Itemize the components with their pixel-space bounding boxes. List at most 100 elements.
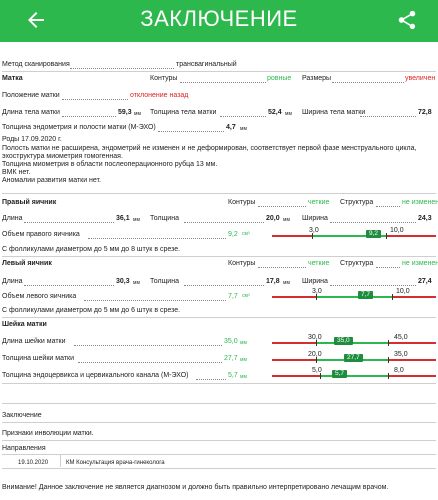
unit: мм <box>283 280 290 286</box>
divider <box>2 317 436 318</box>
scale-max-label: 45,0 <box>394 334 408 341</box>
referral-date: 19.10.2020 <box>18 460 49 466</box>
uterus-position-label: Положение матки <box>2 92 60 99</box>
unit: мм <box>285 111 292 117</box>
dotted-leader <box>184 215 264 223</box>
dotted-leader <box>78 355 222 363</box>
right-ovary-contours-label: Контуры <box>228 199 256 206</box>
uterus-note: Толщина миометрия в области послеопераци… <box>2 161 218 168</box>
left-ovary-heading: Левый яичник <box>2 260 52 267</box>
referrals-heading: Направления <box>2 445 46 452</box>
cervix-endo-scale: 5,0 8,0 5,7 <box>272 367 436 379</box>
left-ovary-volume-scale: 3,0 10,0 7,7 <box>272 288 436 300</box>
right-ovary-heading: Правый яичник <box>2 199 57 206</box>
uterus-note: Аномалии развития матки нет. <box>2 177 101 184</box>
left-ovary-structure-value: не изменен <box>402 260 438 267</box>
arrow-back-icon[interactable] <box>24 8 48 32</box>
conclusion-heading: Заключение <box>2 412 42 419</box>
dotted-leader <box>84 293 226 301</box>
unit: мм <box>240 340 247 346</box>
scale-max-tick <box>388 357 389 363</box>
unit: мм <box>240 357 247 363</box>
scale-min-label: 20,0 <box>308 351 322 358</box>
scale-low-zone <box>272 342 316 344</box>
scale-max-tick <box>388 340 389 346</box>
dotted-leader <box>258 260 306 268</box>
right-ovary-thickness-value: 20,0 <box>266 215 280 222</box>
right-ovary-length-value: 36,1 <box>116 215 130 222</box>
cervix-endo-value: 5,7 <box>228 372 238 379</box>
method-value: трансвагинальный <box>176 61 237 68</box>
scale-norm-zone <box>316 296 392 298</box>
scale-min-tick <box>316 294 317 300</box>
conclusion-text: Признаки инволюции матки. <box>2 430 94 437</box>
right-ovary-length-label: Длина <box>2 215 23 222</box>
left-ovary-contours-value: четкие <box>308 260 330 267</box>
left-ovary-width-label: Ширина <box>302 278 328 285</box>
scale-high-zone <box>392 296 436 298</box>
divider <box>2 193 436 194</box>
unit: мм <box>283 217 290 223</box>
scale-min-label: 3,0 <box>309 227 319 234</box>
scale-max-tick <box>386 233 387 239</box>
uterus-position-value: отклонение назад <box>130 92 189 99</box>
scale-max-label: 10,0 <box>390 227 404 234</box>
scale-max-label: 8,0 <box>394 367 404 374</box>
warning-text: Внимание! Данное заключение не является … <box>2 484 389 491</box>
dotted-leader <box>330 215 416 223</box>
divider <box>2 383 436 384</box>
left-ovary-contours-label: Контуры <box>228 260 256 267</box>
dotted-leader <box>70 61 174 69</box>
left-ovary-volume-label: Объем левого яичника <box>2 293 77 300</box>
cervix-length-value: 35,0 <box>224 338 238 345</box>
left-ovary-width-value: 27,4 <box>418 278 432 285</box>
scale-high-zone <box>388 359 436 361</box>
uterus-note: ВМК нет. <box>2 169 31 176</box>
scale-min-label: 3,0 <box>312 288 322 295</box>
uterus-contours-label: Контуры <box>150 75 178 82</box>
right-ovary-width-value: 24,3 <box>418 215 432 222</box>
scale-min-tick <box>316 357 317 363</box>
unit: мм <box>240 374 247 380</box>
uterus-endo-label: Толщина эндометрия и полости матки (М-ЭХ… <box>2 124 156 131</box>
scale-max-label: 35,0 <box>394 351 408 358</box>
share-icon[interactable] <box>396 8 418 32</box>
uterus-endo-value: 4,7 <box>226 124 236 131</box>
scale-low-zone <box>272 375 320 377</box>
scale-value-badge: 5,7 <box>332 370 348 378</box>
dotted-leader <box>220 109 266 117</box>
uterus-note: Роды 17.09.2020 г. <box>2 136 62 143</box>
scale-min-tick <box>316 340 317 346</box>
right-ovary-volume-scale: 3,0 10,0 9,2 <box>272 227 436 239</box>
divider <box>2 422 436 423</box>
scale-high-zone <box>388 375 436 377</box>
cervix-endo-label: Толщина эндоцервикса и цервикального кан… <box>2 372 189 379</box>
uterus-width-label: Ширина тела матки <box>302 109 366 116</box>
dotted-leader <box>24 278 114 286</box>
divider <box>2 468 436 469</box>
dotted-leader <box>258 199 306 207</box>
left-ovary-structure-label: Структура <box>340 260 374 267</box>
unit: мм <box>133 217 140 223</box>
right-ovary-structure-value: не изменен <box>402 199 438 206</box>
right-ovary-structure-label: Структура <box>340 199 374 206</box>
divider <box>2 440 436 441</box>
uterus-length-label: Длина тела матки <box>2 109 60 116</box>
uterus-heading: Матка <box>2 75 23 82</box>
dotted-leader <box>330 278 416 286</box>
dotted-leader <box>360 109 416 117</box>
dotted-leader <box>184 278 264 286</box>
right-ovary-width-label: Ширина <box>302 215 328 222</box>
cell-divider <box>60 455 61 467</box>
cervix-thickness-scale: 20,0 35,0 27,7 <box>272 351 436 363</box>
scale-min-tick <box>320 373 321 379</box>
scale-low-zone <box>272 359 316 361</box>
left-ovary-volume-value: 7,7 <box>228 293 238 300</box>
divider <box>2 256 436 257</box>
scale-min-label: 5,0 <box>312 367 322 374</box>
scale-high-zone <box>386 235 436 237</box>
app-bar: ЗАКЛЮЧЕНИЕ <box>0 0 438 42</box>
page-title: ЗАКЛЮЧЕНИЕ <box>140 6 298 31</box>
scale-norm-zone <box>320 375 388 377</box>
divider <box>2 71 436 72</box>
